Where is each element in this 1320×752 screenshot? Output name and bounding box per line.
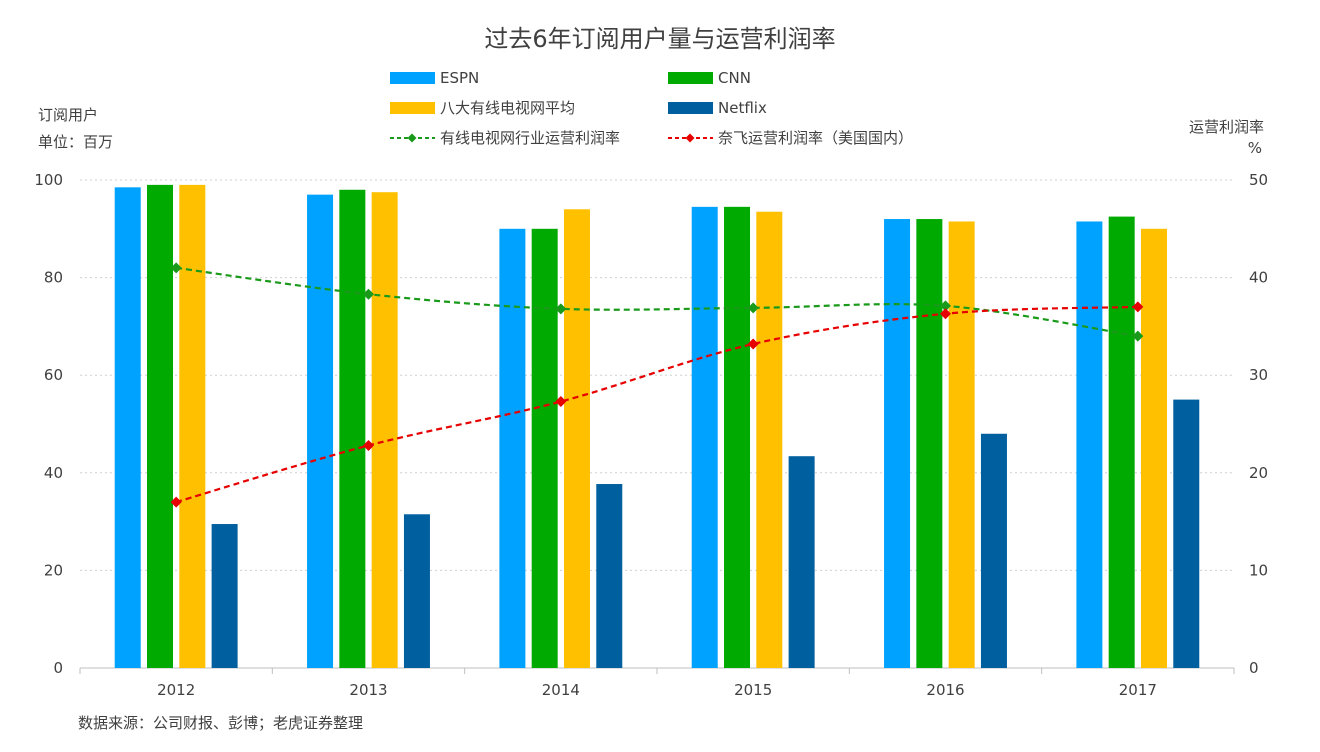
line-point-奈飞运营利润率（美国国内） <box>1132 301 1144 313</box>
bar-ESPN <box>114 187 141 668</box>
legend-swatch <box>668 102 713 114</box>
x-tick-label: 2016 <box>926 681 964 699</box>
left-tick-label: 100 <box>34 171 63 189</box>
bar-CNN <box>339 189 366 668</box>
bar-CNN <box>916 219 943 669</box>
legend-label: 奈飞运营利润率（美国国内） <box>718 129 913 147</box>
line-point-有线电视网行业运营利润率 <box>747 302 759 314</box>
left-tick-label: 0 <box>53 659 63 677</box>
left-tick-label: 60 <box>44 366 63 384</box>
right-tick-label: 20 <box>1249 464 1268 482</box>
line-point-奈飞运营利润率（美国国内） <box>555 396 567 408</box>
bar-Netflix <box>211 524 238 668</box>
left-tick-label: 20 <box>44 561 63 579</box>
line-point-奈飞运营利润率（美国国内） <box>170 496 182 508</box>
line-point-有线电视网行业运营利润率 <box>940 300 951 312</box>
bar-CNN <box>531 228 558 669</box>
bar-ESPN <box>1076 221 1103 669</box>
right-tick-label: 0 <box>1249 659 1259 677</box>
left-tick-label: 80 <box>44 269 63 287</box>
bars <box>114 184 1200 669</box>
x-tick-label: 2012 <box>157 681 195 699</box>
right-tick-label: 30 <box>1249 366 1268 384</box>
legend-swatch <box>390 72 435 84</box>
legend-label: ESPN <box>440 69 479 87</box>
bar-CNN <box>724 206 751 668</box>
line-point-奈飞运营利润率（美国国内） <box>747 338 759 350</box>
x-tick-label: 2013 <box>349 681 387 699</box>
legend-marker <box>685 133 695 143</box>
bar-Netflix <box>788 456 815 668</box>
line-奈飞运营利润率（美国国内） <box>175 305 1138 504</box>
bar-Netflix <box>980 433 1007 668</box>
x-axis-ticks: 2012 2013 2014 2015 2016 2017 <box>157 681 1157 699</box>
line-有线电视网行业运营利润率 <box>176 266 1139 338</box>
right-tick-label: 40 <box>1249 269 1268 287</box>
gridlines <box>79 179 1235 674</box>
bar-ESPN <box>499 228 526 669</box>
bar-CNN <box>1108 216 1135 668</box>
right-axis-unit: % <box>1248 139 1262 157</box>
bar-ESPN <box>691 206 718 668</box>
x-tick-label: 2017 <box>1119 681 1157 699</box>
legend-swatch <box>668 72 713 84</box>
legend-label: CNN <box>718 69 751 87</box>
bar-八大有线电视网平均 <box>179 184 206 668</box>
line-point-奈飞运营利润率（美国国内） <box>940 308 951 320</box>
lines <box>170 262 1144 508</box>
bar-ESPN <box>307 194 334 668</box>
chart-title: 过去6年订阅用户量与运营利润率 <box>484 25 835 53</box>
legend-swatch <box>390 102 435 114</box>
x-tick-label: 2014 <box>542 681 580 699</box>
bar-CNN <box>147 184 174 668</box>
line-point-有线电视网行业运营利润率 <box>555 303 567 315</box>
legend-label: 八大有线电视网平均 <box>440 99 575 117</box>
x-tick-label: 2015 <box>734 681 772 699</box>
legend-label: Netflix <box>718 99 767 117</box>
right-axis-ticks: 0 10 20 30 40 50 <box>1249 171 1268 677</box>
bar-八大有线电视网平均 <box>1140 228 1167 669</box>
left-axis-ticks: 0 20 40 60 80 100 <box>34 171 63 677</box>
legend-marker <box>407 133 417 143</box>
bar-八大有线电视网平均 <box>756 211 783 668</box>
line-point-有线电视网行业运营利润率 <box>1132 330 1144 342</box>
line-point-有线电视网行业运营利润率 <box>170 262 182 274</box>
bar-八大有线电视网平均 <box>371 192 398 668</box>
source-note: 数据来源：公司财报、彭博；老虎证券整理 <box>78 714 363 732</box>
bar-八大有线电视网平均 <box>948 221 975 669</box>
bar-八大有线电视网平均 <box>563 209 590 668</box>
bar-Netflix <box>596 484 623 668</box>
left-axis-unit: 单位：百万 <box>38 133 113 151</box>
bar-Netflix <box>403 514 430 668</box>
left-axis-label: 订阅用户 <box>38 106 98 124</box>
right-tick-label: 10 <box>1249 561 1268 579</box>
legend-label: 有线电视网行业运营利润率 <box>440 129 620 147</box>
bar-ESPN <box>884 219 911 669</box>
bar-Netflix <box>1173 399 1200 668</box>
legend: ESPN CNN 八大有线电视网平均 Netflix 有线电视网行业运营利润率 奈飞运营利… <box>390 69 913 147</box>
right-axis-label: 运营利润率 <box>1189 118 1264 136</box>
right-tick-label: 50 <box>1249 171 1268 189</box>
line-point-奈飞运营利润率（美国国内） <box>363 439 374 451</box>
line-point-有线电视网行业运营利润率 <box>363 288 374 300</box>
left-tick-label: 40 <box>44 464 63 482</box>
